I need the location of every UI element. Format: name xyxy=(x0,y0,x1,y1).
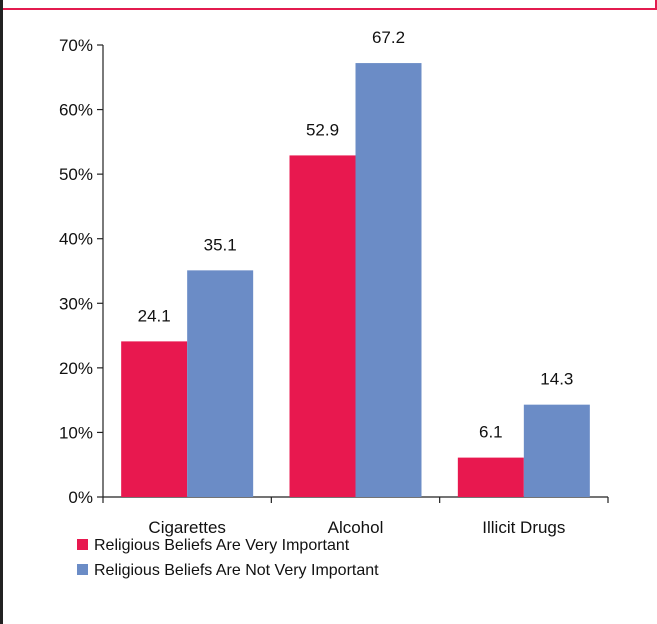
y-tick-label: 30% xyxy=(59,294,93,313)
legend-swatch xyxy=(77,539,88,550)
data-label: 14.3 xyxy=(540,370,573,389)
legend-label: Religious Beliefs Are Not Very Important xyxy=(94,562,379,579)
y-tick-label: 60% xyxy=(59,101,93,120)
bar-very-important xyxy=(289,155,356,497)
left-border-rule xyxy=(0,0,3,624)
data-label: 67.2 xyxy=(372,28,405,47)
bar-very-important xyxy=(457,457,524,497)
category-label: Alcohol xyxy=(328,518,384,537)
bar-very-important xyxy=(121,341,188,497)
y-tick-label: 0% xyxy=(68,488,93,507)
legend-label: Religious Beliefs Are Very Important xyxy=(94,537,350,554)
bar-not-very-important xyxy=(187,270,254,497)
legend-swatch xyxy=(77,564,88,575)
data-label: 6.1 xyxy=(479,423,503,442)
y-tick-label: 20% xyxy=(59,359,93,378)
bar-not-very-important xyxy=(355,63,422,498)
top-border-rule xyxy=(0,0,657,10)
bar-not-very-important xyxy=(523,404,590,497)
y-tick-label: 50% xyxy=(59,165,93,184)
y-tick-label: 10% xyxy=(59,423,93,442)
data-label: 52.9 xyxy=(306,120,339,139)
data-label: 35.1 xyxy=(204,235,237,254)
category-label: Illicit Drugs xyxy=(482,518,565,537)
y-tick-label: 70% xyxy=(59,36,93,55)
y-tick-label: 40% xyxy=(59,230,93,249)
data-label: 24.1 xyxy=(138,306,171,325)
category-label: Cigarettes xyxy=(148,518,225,537)
